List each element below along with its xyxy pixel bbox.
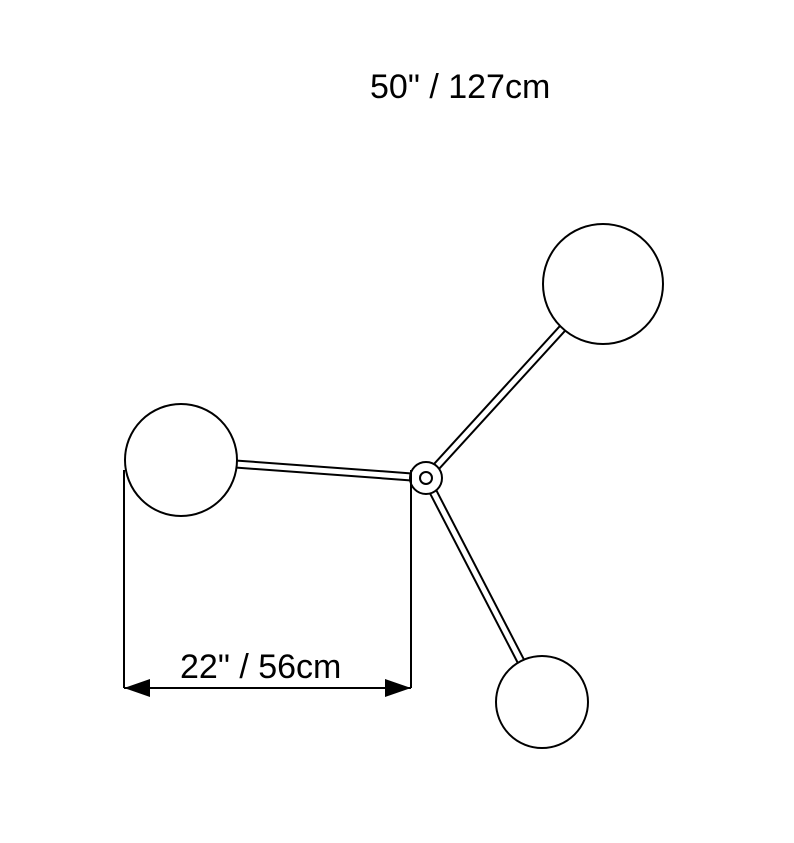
ball-left [125, 404, 237, 516]
dimension-diagram: 50" / 127cm 22" / 56cm [0, 0, 794, 843]
overall-width-label: 50" / 127cm [370, 68, 550, 106]
dim-arrow-right [385, 679, 411, 697]
hub-inner [420, 472, 432, 484]
dim-arrow-left [124, 679, 150, 697]
ball-top-right [543, 224, 663, 344]
arm-length-label: 22" / 56cm [180, 648, 341, 686]
ball-bottom-right [496, 656, 588, 748]
